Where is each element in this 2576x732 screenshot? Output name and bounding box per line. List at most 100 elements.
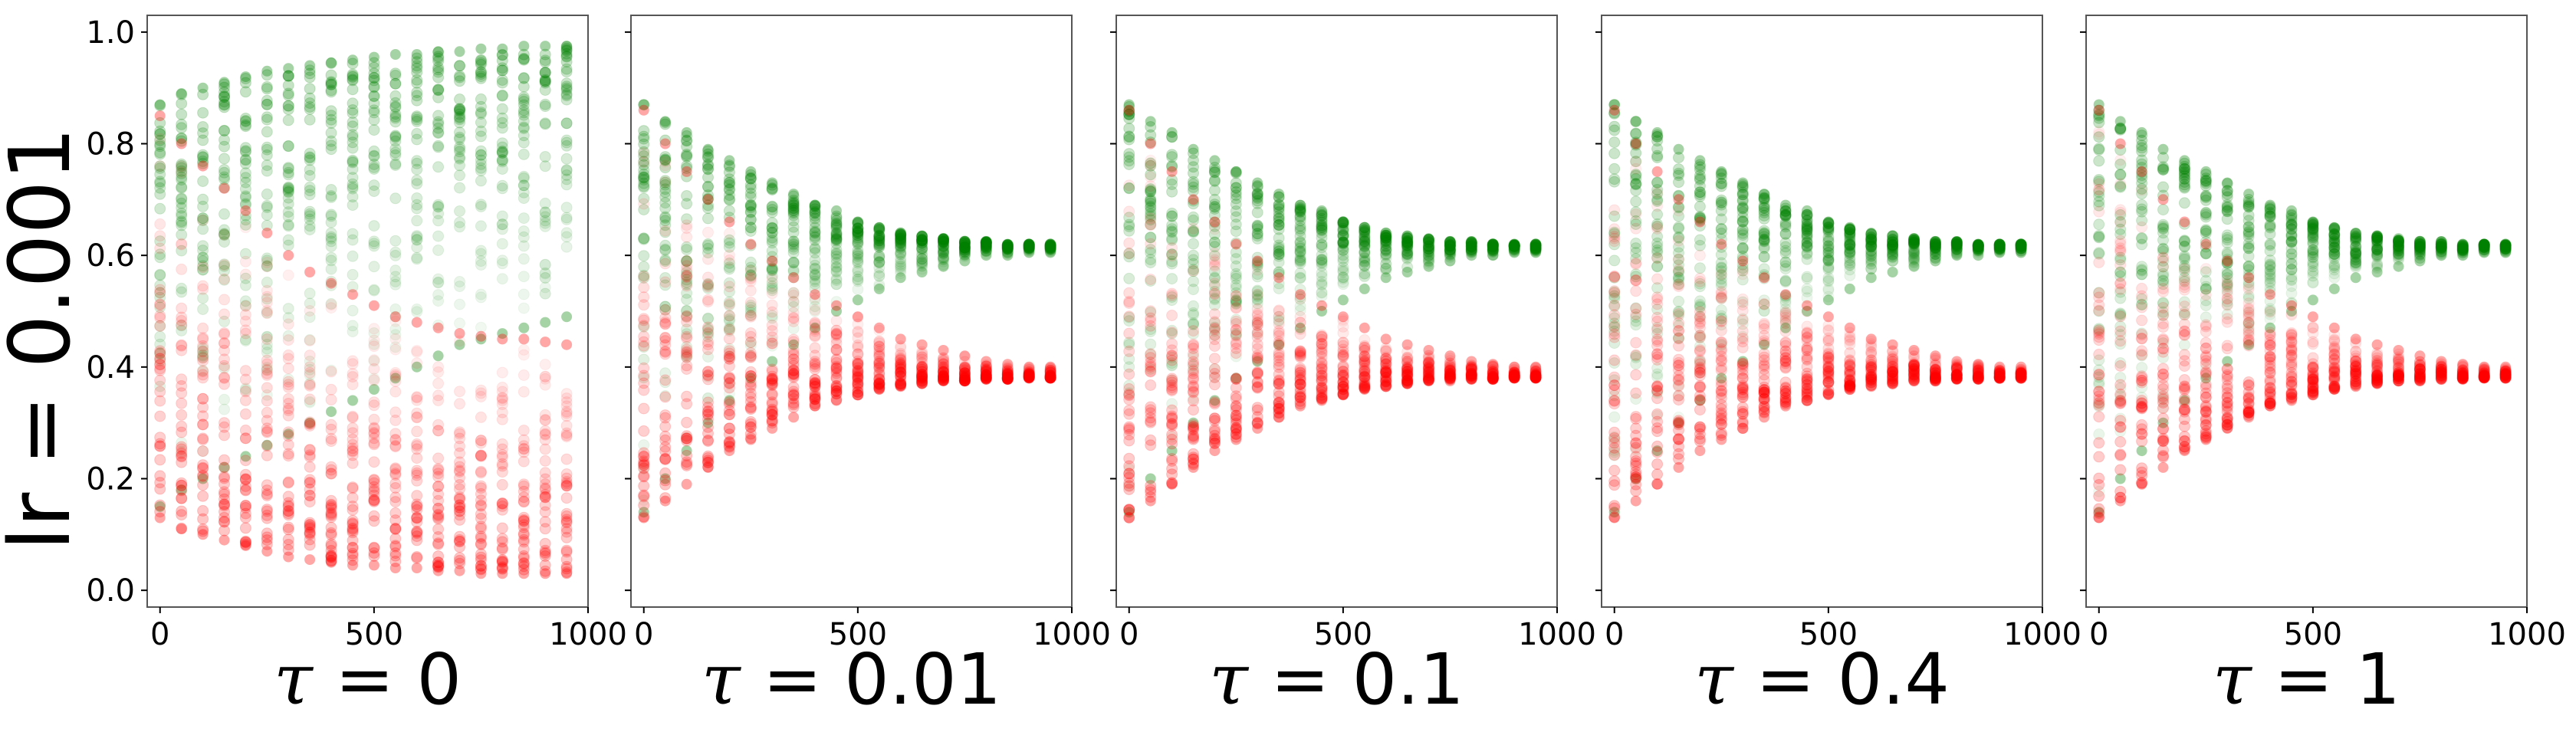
data-point [261,209,273,221]
data-point [1651,273,1664,285]
data-point [560,117,573,130]
data-point [916,378,928,389]
data-point [873,322,885,333]
data-point [1758,323,1770,335]
data-point [475,387,487,399]
data-point [454,169,465,182]
data-point [219,337,230,349]
data-point [1630,303,1642,315]
data-point [638,180,650,192]
data-point [659,258,672,270]
data-point [239,382,251,395]
data-point [1123,327,1135,340]
data-point [1166,404,1178,416]
data-point [368,284,380,297]
data-point [1045,247,1056,258]
data-point [154,140,166,153]
data-point [518,148,530,160]
data-point [1651,340,1664,352]
data-point [411,251,423,264]
data-point [744,297,757,308]
data-point [475,330,487,342]
data-point [154,312,166,324]
data-point [197,82,209,94]
data-point [873,384,885,395]
data-point [411,306,423,318]
data-point [454,103,465,116]
data-point [852,264,864,276]
data-point [895,381,906,392]
data-point [411,452,423,464]
data-point [197,333,209,346]
data-point [809,379,821,392]
data-point [1230,268,1242,280]
data-point [518,123,530,135]
data-point [1608,475,1621,487]
data-point [454,432,465,445]
data-point [197,372,209,384]
data-point [895,240,907,252]
data-point [219,77,230,88]
data-point [219,486,230,498]
data-point [810,199,820,211]
data-point [1230,225,1242,238]
data-point [197,432,209,445]
data-point [239,484,251,497]
x-tick-label: 1000 [549,617,627,652]
data-point [154,176,166,188]
data-point [1273,359,1285,371]
data-point [496,273,508,285]
data-point [1608,254,1621,267]
data-point [1487,359,1499,370]
data-point [261,333,273,345]
data-point [1737,243,1749,255]
data-point [1444,364,1456,376]
data-point [176,162,188,174]
data-point [1166,185,1178,198]
data-point [539,220,551,232]
data-point [176,324,188,336]
data-point [282,392,294,405]
data-point [432,84,445,95]
y-tick-label: 0.4 [86,350,135,386]
data-point [744,222,757,234]
data-point [1509,373,1520,384]
data-point [809,325,821,337]
data-point [261,546,273,557]
data-point [1737,206,1749,218]
data-point [219,96,230,108]
data-point [560,90,573,102]
data-point [496,536,508,548]
data-point [539,370,551,382]
data-point [454,281,465,293]
data-point [197,149,209,161]
data-point [454,552,465,564]
data-point [176,420,188,432]
data-point [638,299,650,311]
data-point [1359,341,1371,353]
data-point [1694,234,1706,246]
data-point [1230,189,1242,202]
data-point [1316,254,1328,265]
data-point [239,537,251,549]
data-point [1651,440,1664,452]
data-point [239,218,251,231]
data-point [1694,180,1706,192]
data-point [347,560,358,571]
data-point [1166,338,1178,350]
data-point [539,359,551,370]
data-point [176,219,188,231]
data-point [518,521,530,533]
data-point [197,490,209,502]
data-point [1423,345,1434,356]
data-point [411,357,423,369]
data-point [154,235,166,248]
data-point [1337,255,1349,268]
data-point [239,116,251,127]
data-point [368,114,380,126]
data-point [176,118,188,130]
data-point [659,276,672,288]
data-point [1337,216,1349,228]
data-point [1737,215,1749,228]
data-point [659,445,672,458]
